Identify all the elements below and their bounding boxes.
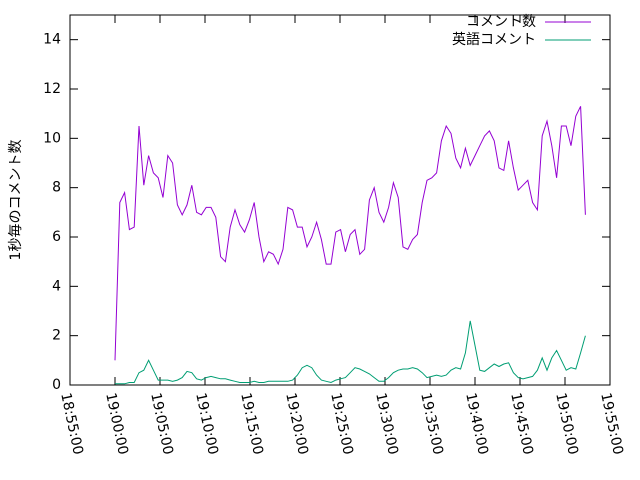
y-axis-label: 1秒毎のコメント数	[8, 140, 24, 261]
y-tick-label: 2	[52, 328, 61, 344]
x-tick-label: 19:45:00	[507, 391, 536, 456]
legend-label: 英語コメント	[452, 31, 536, 48]
plot-frame	[69, 14, 611, 386]
x-tick-label: 19:15:00	[237, 391, 266, 456]
x-tick-label: 19:50:00	[552, 391, 581, 456]
series-line	[114, 106, 586, 361]
series-line	[115, 320, 586, 385]
x-tick-label: 19:35:00	[417, 391, 446, 456]
x-tick-label: 19:05:00	[147, 391, 176, 456]
y-tick-label: 4	[52, 278, 61, 294]
y-tick-label: 12	[43, 81, 61, 97]
x-tick-label: 19:55:00	[597, 391, 626, 456]
y-tick-label: 14	[43, 32, 61, 48]
x-tick-label: 19:10:00	[192, 391, 221, 456]
x-tick-label: 19:40:00	[462, 391, 491, 456]
y-tick-label: 0	[52, 377, 61, 393]
y-tick-label: 8	[52, 180, 61, 196]
x-tick-label: 19:20:00	[282, 391, 311, 456]
y-tick-label: 6	[52, 229, 61, 245]
x-tick-label: 19:00:00	[102, 391, 131, 456]
legend-label: コメント数	[466, 14, 536, 30]
x-tick-label: 19:30:00	[372, 391, 401, 456]
y-tick-label: 10	[43, 130, 61, 146]
x-tick-label: 18:55:00	[57, 391, 86, 456]
x-tick-label: 19:25:00	[327, 391, 356, 456]
